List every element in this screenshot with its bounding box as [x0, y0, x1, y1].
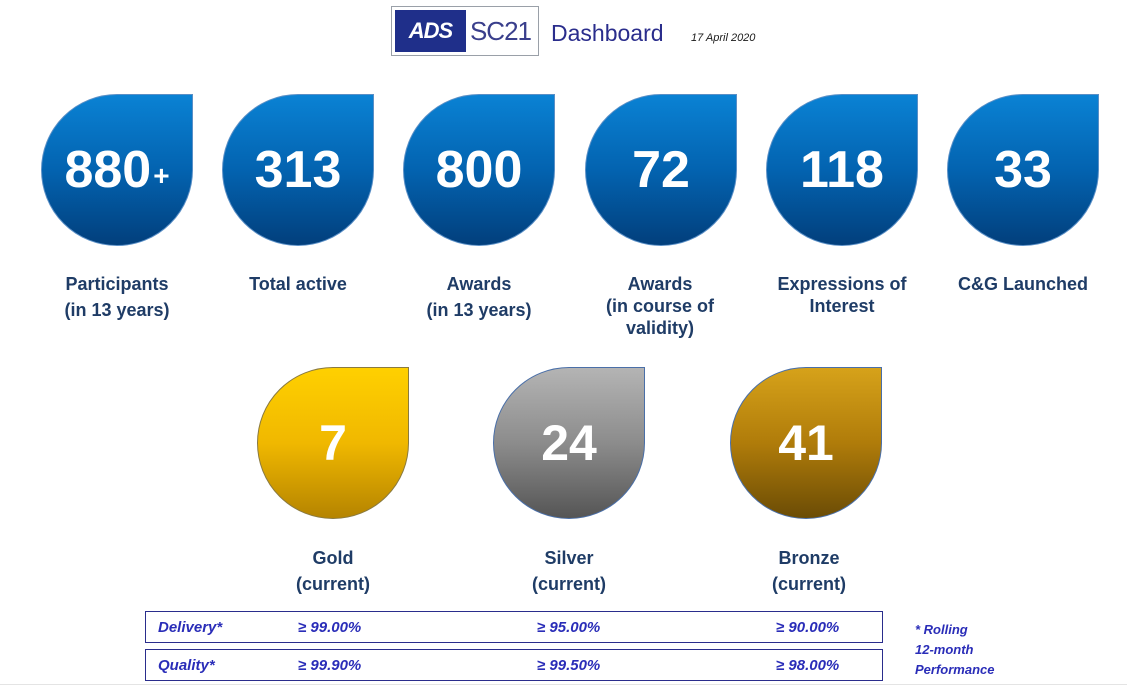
metric-silver: ≥ 95.00% — [537, 619, 601, 636]
label-line: Awards — [627, 274, 693, 294]
label-line: Awards — [446, 274, 512, 294]
medal-label-gold: Gold (current) — [238, 545, 428, 597]
label-line: (current) — [295, 574, 370, 594]
performance-row-delivery: Delivery* ≥ 99.00% ≥ 95.00% ≥ 90.00% — [145, 611, 883, 643]
label-line: (current) — [531, 574, 606, 594]
medal-drop-gold: 7 — [257, 367, 409, 519]
metric-gold: ≥ 99.00% — [298, 619, 362, 636]
stat-label-expressions: Expressions of Interest — [747, 273, 937, 317]
performance-footnote: * Rolling 12-month Performance — [915, 620, 994, 680]
stat-label-awards: Awards (in 13 years) — [384, 273, 574, 321]
medal-label-silver: Silver (current) — [474, 545, 664, 597]
stat-label-total-active: Total active — [203, 273, 393, 295]
note-line: Performance — [915, 662, 995, 677]
stat-drop-total-active: 313 — [222, 94, 374, 246]
stat-drop-expressions: 118 — [766, 94, 918, 246]
label-line: validity) — [625, 318, 695, 338]
logo-sc21-text: SC21 — [469, 15, 532, 46]
label-line: Interest — [809, 296, 875, 316]
label-line: Participants — [65, 274, 169, 294]
performance-row-quality: Quality* ≥ 99.90% ≥ 99.50% ≥ 98.00% — [145, 649, 883, 681]
label-line: Silver — [544, 548, 594, 568]
medal-drop-bronze: 41 — [730, 367, 882, 519]
stat-label-participants: Participants (in 13 years) — [22, 273, 212, 321]
stat-value: 118 — [800, 141, 884, 199]
metric-silver: ≥ 99.50% — [537, 657, 601, 674]
label-line: Expressions of — [777, 274, 907, 294]
stat-label-cg-launched: C&G Launched — [928, 273, 1118, 295]
label-line: (current) — [771, 574, 846, 594]
label-line: (in 13 years) — [426, 300, 532, 320]
label-line: Gold — [312, 548, 354, 568]
stat-value: 313 — [254, 141, 342, 199]
stat-drop-awards-validity: 72 — [585, 94, 737, 246]
metric-label: Delivery* — [158, 619, 223, 636]
stat-value: 800 — [435, 141, 523, 199]
stat-drop-cg-launched: 33 — [947, 94, 1099, 246]
metric-bronze: ≥ 90.00% — [776, 619, 840, 636]
label-line: (in 13 years) — [64, 300, 170, 320]
logo-ads-text: ADS — [395, 10, 466, 52]
page-title: Dashboard — [551, 20, 664, 46]
metric-label: Quality* — [158, 657, 215, 674]
metric-gold: ≥ 99.90% — [298, 657, 362, 674]
metric-bronze: ≥ 98.00% — [776, 657, 840, 674]
medal-drop-silver: 24 — [493, 367, 645, 519]
ads-sc21-logo: ADS SC21 — [391, 6, 539, 56]
label-line: C&G Launched — [957, 274, 1088, 294]
stat-value: 72 — [632, 141, 690, 199]
medal-value: 24 — [541, 415, 597, 471]
stat-suffix: + — [153, 160, 170, 191]
stat-drop-participants: 880 + — [41, 94, 193, 246]
medal-value: 7 — [319, 415, 347, 471]
note-line: * Rolling — [915, 622, 968, 637]
note-line: 12-month — [915, 642, 974, 657]
label-line: (in course of — [605, 296, 714, 316]
stat-value: 880 — [64, 141, 152, 199]
stat-label-awards-validity: Awards (in course of validity) — [565, 273, 755, 339]
label-line: Total active — [249, 274, 347, 294]
medal-value: 41 — [778, 415, 834, 471]
medal-label-bronze: Bronze (current) — [714, 545, 904, 597]
label-line: Bronze — [778, 548, 840, 568]
stat-drop-awards: 800 — [403, 94, 555, 246]
report-date: 17 April 2020 — [691, 32, 756, 44]
stat-value: 33 — [994, 141, 1052, 199]
